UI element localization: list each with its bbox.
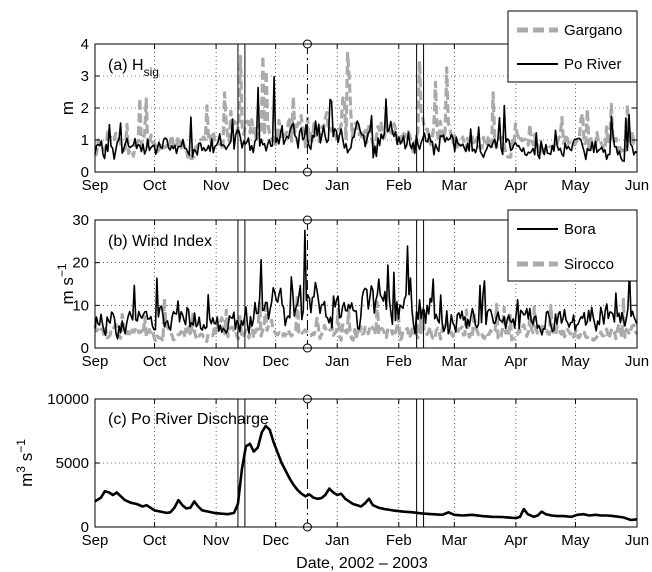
x-tick-label: Nov [203,353,230,370]
panel-a-legend-box [507,10,638,83]
y-tick-label: 10000 [47,391,89,408]
x-tick-label: May [561,532,590,549]
panel-a-legend: Gargano Po River [507,10,638,83]
x-tick-label: Mar [441,177,467,194]
legend-gargano-label: Gargano [564,22,622,39]
x-tick-label: May [561,177,590,194]
legend-bora-label: Bora [564,221,596,238]
panel-c-y-axis-middle: s [17,453,36,466]
panel-a-event-lines [237,39,425,177]
panel-c-y-ticks: 0 5000 10000 [47,391,637,536]
x-tick-label: Mar [441,353,467,370]
panel-a-series [93,51,639,162]
panel-c-y-axis-superscript-2: −1 [14,439,28,453]
panel-b-frame [94,219,638,349]
panel-c-discharge: 0 5000 10000 Sep Oct Nov Dec Jan Feb Mar Apr May Ju… [14,391,649,549]
x-tick-label: May [561,353,590,370]
x-tick-label: Feb [386,177,412,194]
x-tick-label: Sep [82,532,109,549]
legend-po-river-label: Po River [564,56,622,73]
panel-a-grid [95,44,637,172]
x-tick-label: Feb [386,353,412,370]
x-tick-label: Apr [504,532,527,549]
panel-c-label: (c) Po River Discharge [108,411,269,428]
x-tick-label: Jun [625,177,649,194]
x-tick-label: Sep [82,177,109,194]
x-tick-label: Jan [325,353,349,370]
panel-b-legend: Bora Sirocco [507,209,638,282]
panel-b-grid [95,220,637,348]
x-tick-label: Nov [203,177,230,194]
y-tick-label: 4 [81,36,89,53]
series-sirocco [93,293,639,344]
y-tick-label: 0 [81,519,89,536]
panel-a-y-ticks: 0 1 2 3 4 [81,36,637,181]
panel-a-label-subscript: sig [144,65,159,79]
panel-b-y-axis-label: m s−1 [55,263,77,304]
series-po-river-discharge [94,424,638,522]
legend-sirocco-label: Sirocco [564,256,614,273]
series-po-river [94,76,638,162]
x-tick-label: Feb [386,532,412,549]
x-tick-label: Jan [325,177,349,194]
x-tick-label: Oct [143,353,167,370]
panel-b-label: (b) Wind Index [108,233,212,250]
panel-c-y-axis-label: m3 s−1 [14,439,36,487]
panel-a-label: (a) Hsig [108,57,159,79]
x-tick-label: Oct [143,177,167,194]
panel-c-y-axis-superscript-1: 3 [14,466,28,473]
panel-a-x-ticks: Sep Oct Nov Dec Jan Feb Mar Apr May Jun [82,44,649,194]
x-tick-label: Nov [203,532,230,549]
panel-b-wind: 0 10 20 30 Sep Oct Nov Dec Jan Feb Mar Apr May Jun (… [55,209,649,370]
panel-a-y-axis-label: m [58,101,77,115]
panel-c-series [94,424,638,522]
y-tick-label: 0 [81,164,89,181]
x-tick-label: Apr [504,353,527,370]
x-tick-label: Mar [441,532,467,549]
y-tick-label: 5000 [56,455,89,472]
panel-a-waves: 0 1 2 3 4 Sep Oct Nov Dec Jan Feb Mar Apr May Jun (a)… [58,10,649,194]
y-tick-label: 30 [72,212,89,229]
x-tick-label: Jun [625,353,649,370]
series-bora [94,229,638,340]
panel-b-y-axis-superscript: −1 [55,263,69,277]
y-tick-label: 1 [81,132,89,149]
panel-b-series [93,229,639,344]
x-axis-label: Date, 2002 – 2003 [296,555,428,572]
x-tick-label: Jun [625,532,649,549]
x-tick-label: Dec [262,353,289,370]
panel-b-x-ticks: Sep Oct Nov Dec Jan Feb Mar Apr May Jun [82,220,649,370]
y-tick-label: 2 [81,100,89,117]
y-tick-label: 10 [72,297,89,314]
y-tick-label: 20 [72,255,89,272]
x-tick-label: Jan [325,532,349,549]
panel-c-grid [95,399,637,527]
x-tick-label: Sep [82,353,109,370]
panel-b-legend-box [507,209,638,282]
panel-b-event-lines [237,215,425,353]
x-tick-label: Oct [143,532,167,549]
x-tick-label: Dec [262,532,289,549]
x-tick-label: Apr [504,177,527,194]
y-tick-label: 3 [81,68,89,85]
panel-c-x-ticks: Sep Oct Nov Dec Jan Feb Mar Apr May Jun [82,399,649,549]
x-tick-label: Dec [262,177,289,194]
y-tick-label: 0 [81,340,89,357]
